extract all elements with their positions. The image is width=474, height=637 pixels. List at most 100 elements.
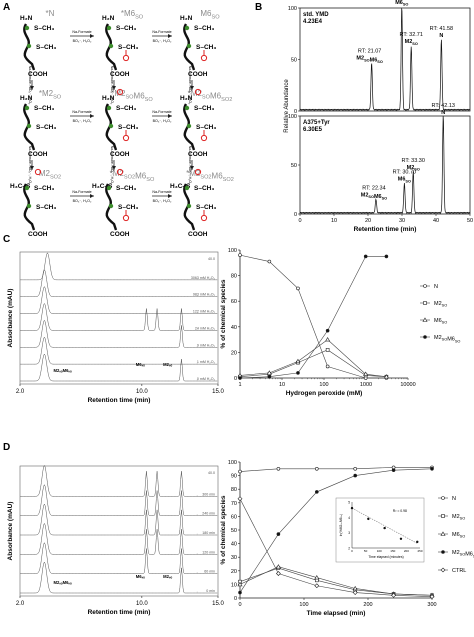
oxygen-marker [122, 54, 130, 62]
residue-marker [184, 185, 190, 191]
peak-species-label: M6SO [395, 0, 408, 7]
y-tick-label: 100 [288, 114, 297, 120]
y-tick-label: 10 [231, 582, 237, 588]
amine-label: H₂N [20, 95, 33, 102]
y-tick-label: 60 [231, 299, 237, 305]
trace-label: 60 min [204, 570, 215, 574]
data-point [391, 468, 396, 472]
arrow-label: Na-Formate / BO₃⁻, H₂O₂ [28, 66, 32, 105]
legend-label: A375+Tyr [303, 120, 330, 126]
x-axis-label: Time elapsed (min) [307, 610, 366, 617]
data-point [267, 259, 272, 264]
arrow-label: Na-Formate [72, 110, 91, 114]
inset-x-tick-label: 50 [364, 549, 368, 553]
side-chain-label: S–CH₃ [36, 44, 56, 51]
hplc-trace [20, 561, 218, 594]
arrow-head [30, 86, 34, 90]
arrow-label: Na-Formate / BO₃⁻, H₂O₂ [110, 66, 114, 105]
peak-species-label: M2SOM6SO [356, 56, 382, 64]
panel-letter-a: A [3, 2, 10, 13]
hplc-panel-d: 300 min 240 min 180 min 120 min 60 min 0 min 4… [7, 464, 224, 616]
methyl-label: H₃C–S [92, 183, 113, 190]
side-chain-label: S–CH₃ [196, 44, 216, 51]
legend-label: M2SO [434, 301, 447, 308]
plot-frame [299, 7, 471, 112]
y-tick-label: 70 [231, 501, 237, 507]
arrow-label: Na-Formate / BO₃⁻, H₂O₂ [188, 66, 192, 105]
data-point [266, 370, 272, 375]
x-tick-label: 50 [467, 218, 473, 224]
y-tick-label: 100 [288, 6, 297, 12]
data-point [238, 253, 242, 257]
chromatogram-trace [299, 8, 470, 112]
y-tick-label: 0 [294, 212, 297, 218]
side-chain-label: S–CH₃ [116, 185, 136, 192]
trace-label: 9 mM H₂O₂ [197, 343, 216, 347]
series-line [239, 339, 387, 378]
carboxyl-label: COOH [110, 71, 130, 78]
residue-marker [24, 185, 30, 191]
peak-species-label: N [439, 33, 443, 39]
carboxyl-label: COOH [110, 231, 130, 238]
plot-frame [19, 251, 219, 385]
side-chain-label: S–CH₃ [196, 124, 216, 131]
side-chain-label: S–CH₃ [196, 204, 216, 211]
x-axis-label: Hydrogen peroxide (mM) [286, 390, 363, 397]
arrow-label: BO₃⁻, H₂O₂ [153, 119, 172, 123]
peak-annotation: M6ₛₒ [136, 362, 145, 367]
side-chain-label: S–CH₃ [34, 105, 54, 112]
data-point [325, 336, 331, 342]
data-point [237, 496, 243, 502]
species-label: *M2SO2M6SO [110, 169, 155, 183]
species-label: *M6SO [121, 9, 144, 20]
residue-marker [106, 25, 112, 31]
inset-y-tick-label: 3 [348, 531, 350, 535]
methyl-label: H₃C–S [10, 183, 31, 190]
species-label: M6SO [200, 9, 220, 20]
arrow-label: Na-Formate / BO₃⁻, H₂O₂ [28, 146, 32, 185]
inset-x-tick-label: 200 [404, 549, 409, 553]
y-tick-label: 0 [234, 376, 237, 382]
trace-label: 120 min [202, 550, 215, 554]
x-tick-label: 30 [399, 218, 405, 224]
species-label: *M2SOM6SO2 [188, 89, 233, 103]
amine-label: H₂N [20, 15, 33, 22]
data-point [422, 317, 428, 322]
legend-label: N [452, 496, 456, 502]
peak-annotation: M2ₛₒ [163, 362, 172, 367]
inset-annotation: R² = 0.98 [393, 509, 407, 513]
residue-marker [184, 105, 190, 111]
chromatogram-trace [299, 115, 470, 215]
trace-top-label: 40.0 [208, 471, 215, 475]
hplc-trace [20, 484, 218, 516]
side-chain-label: S–CH₃ [194, 185, 214, 192]
arrow-head [190, 86, 194, 90]
side-chain-label: S–CH₃ [118, 44, 138, 51]
inset-y-tick-label: 5 [348, 501, 350, 505]
data-point [296, 371, 300, 375]
trace-label: 240 min [202, 512, 215, 516]
data-point [276, 466, 281, 471]
arrow-head [112, 86, 116, 90]
carboxyl-label: COOH [28, 151, 48, 158]
arrow-label: Na-Formate [152, 110, 171, 114]
y-axis-label: % of chemical species [220, 495, 227, 564]
side-chain-label: S–CH₃ [34, 25, 54, 32]
y-tick-label: 40 [231, 325, 237, 331]
arrow-label: Na-Formate / BO₃⁻, H₂O₂ [110, 146, 114, 185]
y-tick-label: 80 [231, 487, 237, 493]
peak-rt-label: RT: 21.07 [358, 49, 381, 55]
data-point [352, 585, 358, 591]
x-tick-label: 10000 [400, 382, 415, 388]
arrow-head [168, 114, 172, 118]
side-chain-label: S–CH₃ [118, 124, 138, 131]
oxygen-marker [194, 88, 202, 96]
data-point [238, 590, 242, 595]
data-point [423, 301, 427, 305]
hplc-trace [20, 336, 218, 365]
plot-frame [19, 465, 219, 597]
